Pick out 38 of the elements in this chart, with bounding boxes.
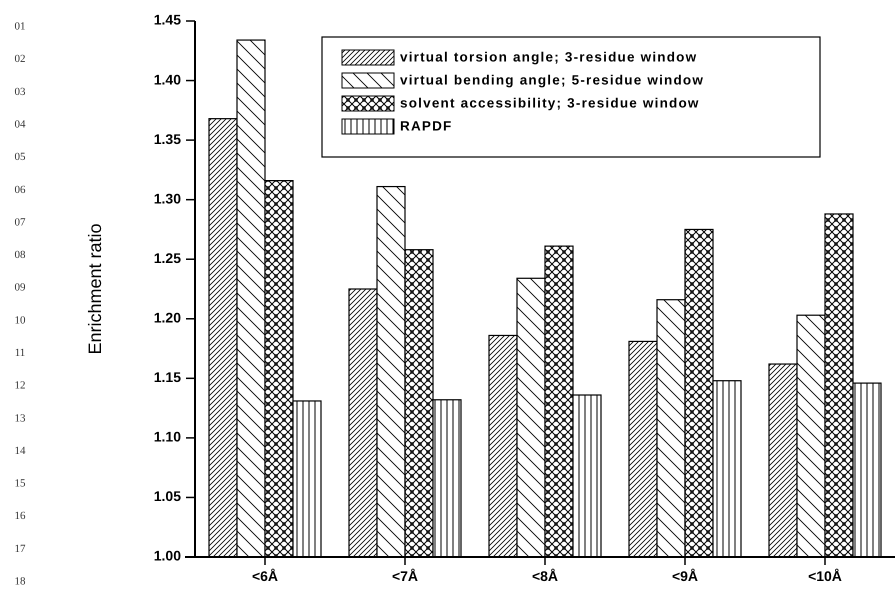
y-tick-label: 1.15 — [154, 369, 182, 386]
text: 12 — [14, 380, 26, 392]
x-tick-label: <9Å — [672, 568, 698, 584]
text: 01 — [14, 20, 26, 33]
text: 14 — [14, 444, 26, 457]
text: 10 — [14, 314, 26, 326]
x-tick-label: <6Å — [252, 568, 278, 584]
text: 16 — [14, 510, 26, 522]
y-tick-label: 1.40 — [154, 71, 182, 88]
text: 17 — [14, 542, 26, 555]
text: 18 — [14, 576, 26, 588]
text: 15 — [14, 478, 26, 490]
legend-label: virtual bending angle; 5-residue window — [400, 72, 704, 88]
y-tick-label: 1.00 — [154, 548, 182, 564]
y-tick-label: 1.35 — [154, 130, 182, 147]
y-tick-label: 1.25 — [154, 250, 182, 266]
text: 05 — [14, 151, 26, 164]
y-tick-label: 1.30 — [154, 190, 182, 206]
text: 06 — [14, 184, 26, 196]
text: 02 — [14, 53, 26, 66]
text: 09 — [14, 282, 26, 294]
x-tick-label: <7Å — [392, 568, 418, 584]
legend-label: virtual torsion angle; 3-residue window — [400, 50, 698, 65]
y-axis-title: Enrichment ratio — [85, 223, 105, 355]
y-tick-label: 1.10 — [154, 428, 182, 445]
y-tick-label: 1.45 — [154, 12, 182, 28]
text: 13 — [14, 412, 26, 424]
text: 11 — [14, 347, 26, 359]
y-tick-label: 1.20 — [154, 309, 182, 326]
y-tick-label: 1.05 — [154, 488, 182, 504]
text: 03 — [14, 86, 26, 98]
x-tick-label: <10Å — [808, 568, 842, 584]
legend-label: RAPDF — [400, 118, 452, 134]
text: 08 — [14, 249, 26, 262]
text: 04 — [14, 118, 26, 130]
legend-label: solvent accessibility; 3-residue window — [400, 96, 700, 111]
x-tick-label: <8Å — [532, 568, 558, 584]
text: 07 — [14, 216, 26, 228]
